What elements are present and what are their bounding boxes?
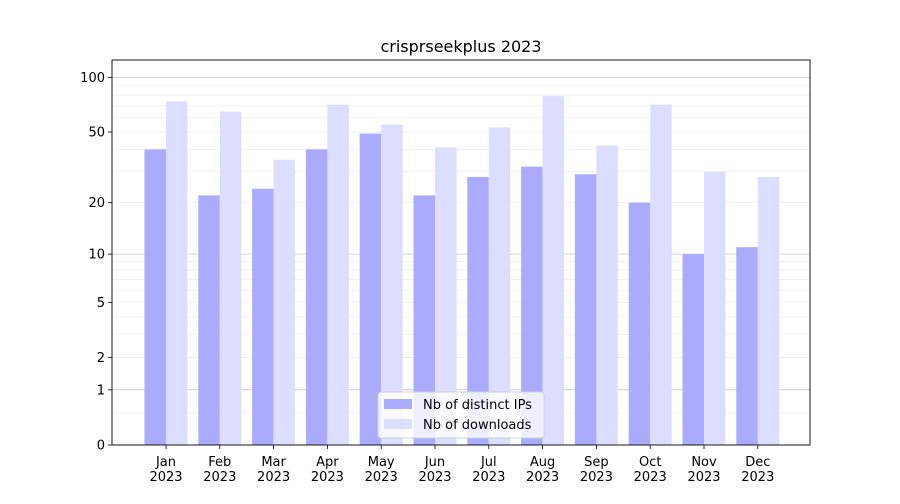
bar-downloads: [435, 147, 457, 445]
legend-label: Nb of distinct IPs: [423, 398, 532, 413]
legend-swatch: [384, 419, 412, 429]
x-tick-label: 2023: [580, 470, 613, 485]
chart-title: crisprseekplus 2023: [380, 37, 541, 56]
bar-downloads: [488, 127, 511, 446]
legend-box: [377, 391, 545, 439]
y-tick-label: 2: [97, 351, 105, 366]
x-tick-label: Sep: [584, 455, 609, 470]
x-tick-label: 2023: [472, 470, 505, 485]
bar-downloads: [650, 104, 672, 445]
bar-distinct-ips: [521, 166, 543, 446]
x-tick-label: 2023: [365, 470, 398, 485]
y-tick-label: 20: [88, 196, 105, 211]
x-tick-label: Jun: [424, 455, 445, 470]
bar-distinct-ips: [574, 174, 597, 446]
bar-downloads: [219, 111, 242, 445]
x-tick-label: 2023: [741, 470, 774, 485]
x-tick-label: May: [368, 455, 395, 470]
bar-distinct-ips: [628, 202, 651, 445]
y-tick-label: 100: [80, 71, 105, 86]
x-tick-label: Dec: [745, 455, 770, 470]
bar-distinct-ips: [144, 149, 166, 446]
x-tick-label: Jul: [480, 455, 497, 470]
x-tick-label: Feb: [208, 455, 231, 470]
y-tick-label: 50: [88, 126, 105, 141]
bar-downloads: [327, 104, 349, 445]
bar-distinct-ips: [413, 195, 435, 445]
bar-downloads: [757, 176, 780, 445]
bar-downloads: [166, 101, 188, 445]
x-tick-label: 2023: [257, 470, 290, 485]
x-tick-label: 2023: [634, 470, 667, 485]
y-tick-label: 5: [97, 296, 105, 311]
bar-downloads: [273, 159, 296, 446]
axes-frame: [111, 59, 811, 446]
x-tick-label: Apr: [316, 455, 339, 470]
x-tick-label: 2023: [203, 470, 236, 485]
legend-label: Nb of downloads: [423, 418, 532, 433]
bar-distinct-ips: [305, 149, 328, 446]
x-tick-label: Oct: [639, 455, 661, 470]
bar-distinct-ips: [252, 188, 274, 445]
x-tick-label: Jan: [155, 455, 176, 470]
bar-distinct-ips: [359, 133, 382, 445]
y-tick-label: 10: [88, 248, 105, 263]
x-tick-label: Aug: [530, 455, 555, 470]
bar-distinct-ips: [198, 195, 220, 445]
bar-downloads: [542, 96, 565, 445]
bar-distinct-ips: [467, 176, 489, 445]
y-tick-label: 1: [97, 383, 105, 398]
x-tick-label: 2023: [687, 470, 720, 485]
y-tick-label: 0: [97, 439, 105, 454]
bar-downloads: [381, 124, 403, 446]
bar-downloads: [596, 145, 618, 445]
legend: Nb of distinct IPs Nb of downloads: [377, 391, 545, 439]
bar-downloads: [704, 171, 726, 445]
x-tick-label: Nov: [691, 455, 717, 470]
x-tick-label: 2023: [526, 470, 559, 485]
x-tick-label: 2023: [149, 470, 182, 485]
x-tick-label: 2023: [418, 470, 451, 485]
x-tick-label: Mar: [261, 455, 286, 470]
x-tick-label: 2023: [311, 470, 344, 485]
bar-distinct-ips: [736, 247, 758, 445]
bar-distinct-ips: [682, 254, 704, 445]
legend-swatch: [384, 399, 412, 409]
